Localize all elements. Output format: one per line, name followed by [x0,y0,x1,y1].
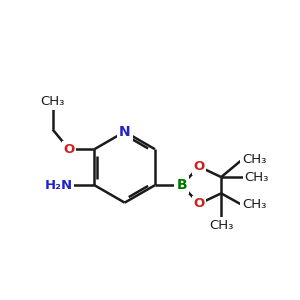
Text: H₂N: H₂N [44,179,73,192]
Text: O: O [194,197,205,210]
Text: O: O [194,160,205,173]
Text: CH₃: CH₃ [209,219,233,232]
Text: N: N [119,125,130,139]
Text: CH₃: CH₃ [242,153,266,166]
Text: CH₃: CH₃ [40,95,65,108]
Text: B: B [176,178,187,192]
Text: CH₃: CH₃ [242,199,266,212]
Text: CH₃: CH₃ [244,171,269,184]
Text: O: O [63,143,74,156]
